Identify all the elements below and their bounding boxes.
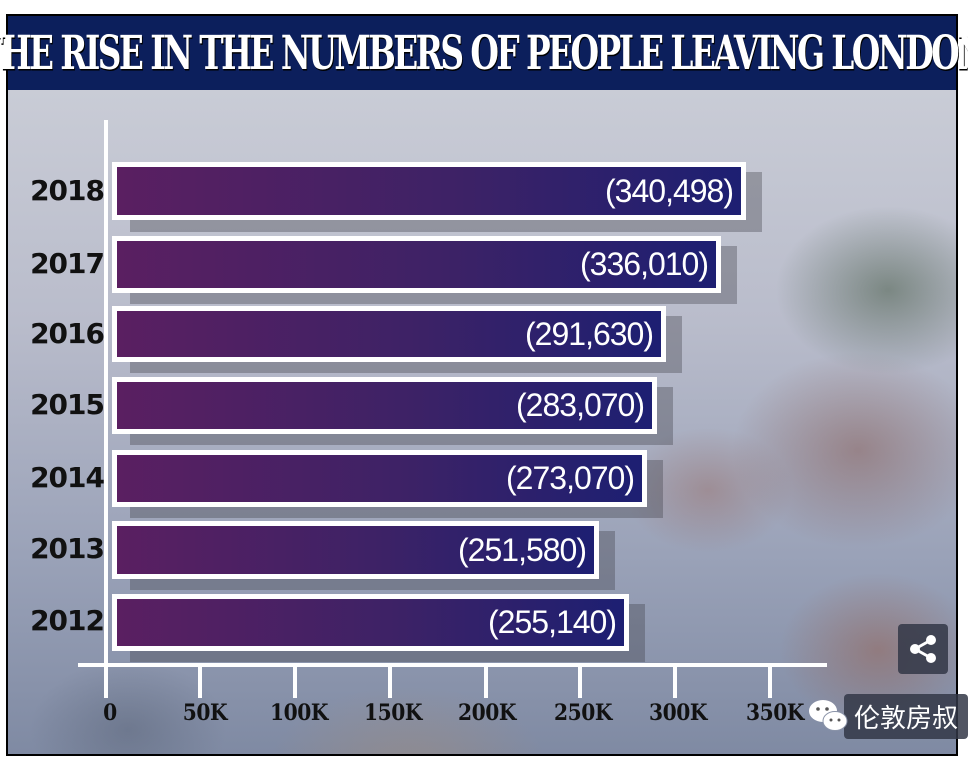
y-label-2017: 2017 <box>30 247 105 280</box>
x-axis-line <box>78 663 827 667</box>
watermark: 伦敦房叔 <box>806 690 968 742</box>
y-axis-line <box>104 120 108 682</box>
x-tick <box>293 665 297 698</box>
y-label-2012: 2012 <box>30 604 105 637</box>
y-label-2013: 2013 <box>30 532 105 565</box>
x-tick <box>673 665 677 698</box>
share-icon <box>910 635 936 663</box>
y-label-2014: 2014 <box>30 461 105 494</box>
bar-fill: (336,010) <box>117 241 716 288</box>
share-button[interactable] <box>898 624 948 674</box>
x-tick-label: 100K <box>269 700 329 726</box>
watermark-text: 伦敦房叔 <box>844 693 968 739</box>
x-tick-label: 150K <box>363 700 423 726</box>
x-tick <box>768 665 772 698</box>
bar-2013: (251,580) <box>112 521 599 579</box>
y-label-2015: 2015 <box>30 388 105 421</box>
x-tick-label: 0 <box>103 700 117 726</box>
bar-fill: (255,140) <box>117 599 624 646</box>
y-label-2016: 2016 <box>30 317 105 350</box>
title-bar: THE RISE IN THE NUMBERS OF PEOPLE LEAVIN… <box>0 16 968 90</box>
bar-2015: (283,070) <box>112 377 657 434</box>
bar-2017: (336,010) <box>112 236 721 293</box>
bar-2018: (340,498) <box>112 162 746 220</box>
x-tick <box>484 665 488 698</box>
x-tick <box>104 665 108 698</box>
bar-fill: (340,498) <box>117 167 741 215</box>
bar-fill: (283,070) <box>117 382 652 429</box>
chart-title: THE RISE IN THE NUMBERS OF PEOPLE LEAVIN… <box>0 25 968 81</box>
bar-fill: (291,630) <box>117 311 661 357</box>
y-label-2018: 2018 <box>30 174 105 207</box>
bar-2012: (255,140) <box>112 594 629 651</box>
x-tick-label: 350K <box>745 700 805 726</box>
bar-value-label: (283,070) <box>516 387 645 423</box>
bar-value-label: (255,140) <box>488 604 617 640</box>
bar-value-label: (291,630) <box>525 315 654 352</box>
x-tick-label: 50K <box>182 700 228 726</box>
x-tick-label: 200K <box>457 700 517 726</box>
bar-value-label: (273,070) <box>506 460 635 496</box>
x-tick-label: 300K <box>648 700 708 726</box>
bar-value-label: (336,010) <box>580 246 709 282</box>
bar-2014: (273,070) <box>112 450 647 507</box>
bar-value-label: (251,580) <box>458 531 587 568</box>
x-tick <box>388 665 392 698</box>
bar-fill: (251,580) <box>117 526 594 574</box>
x-tick <box>198 665 202 698</box>
wechat-icon <box>809 700 848 731</box>
x-tick <box>578 665 582 698</box>
x-tick-label: 250K <box>553 700 613 726</box>
bar-2016: (291,630) <box>112 306 666 362</box>
bar-fill: (273,070) <box>117 455 642 502</box>
bar-value-label: (340,498) <box>605 172 734 209</box>
